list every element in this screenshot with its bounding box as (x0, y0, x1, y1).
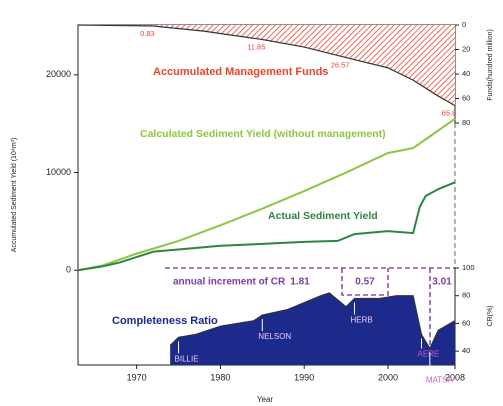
cr-title: Completeness Ratio (112, 315, 218, 327)
x-tick-label: 1970 (127, 372, 147, 382)
x-tick-label: 2008 (445, 372, 465, 382)
x-tick-label: 2000 (378, 372, 398, 382)
event-label: NELSON (258, 332, 291, 341)
area (170, 292, 455, 365)
y-tick-label: 20000 (46, 69, 71, 79)
series-line (77, 181, 456, 272)
cr-axis-label: CR(%) (487, 306, 494, 327)
x-axis-label: Year (257, 395, 274, 404)
event-label: BILLIE (175, 354, 199, 363)
series-line (77, 117, 456, 272)
y-axis-label: Accumulated Sediment Yield (10⁴m³) (11, 138, 18, 253)
event-label: MATSA (426, 375, 454, 384)
area-edge (169, 292, 456, 350)
right-tick-label: 100 (462, 263, 475, 272)
y-tick-label: 0 (66, 265, 71, 275)
increment-value: 1.81 (290, 277, 310, 288)
x-tick-label: 1990 (294, 372, 314, 382)
funds-axis-label: Funds(hundred million) (487, 29, 494, 101)
funds-title: Accumulated Management Funds (153, 66, 328, 78)
event-label: AERE (417, 350, 439, 359)
right-tick-label: 40 (462, 69, 470, 78)
right-tick-label: 0 (462, 20, 466, 29)
area-edge (77, 24, 456, 107)
actual-title: Actual Sediment Yield (268, 210, 378, 222)
value-label: 26.57 (331, 61, 350, 70)
calc-title: Calculated Sediment Yield (without manag… (140, 128, 386, 140)
right-tick-label: 80 (462, 118, 470, 127)
increment-box (341, 268, 389, 296)
increment-value: 3.01 (432, 277, 452, 288)
right-tick-label: 40 (462, 346, 470, 355)
right-tick-label: 80 (462, 291, 470, 300)
x-tick-label: 1980 (210, 372, 230, 382)
right-tick-label: 60 (462, 93, 470, 102)
event-label: HERB (350, 316, 372, 325)
area (78, 25, 455, 106)
y-tick-label: 10000 (46, 167, 71, 177)
increment-title: annual increment of CR (173, 277, 286, 288)
value-label: 0.83 (140, 29, 155, 38)
right-tick-label: 20 (462, 44, 470, 53)
increment-value: 0.57 (355, 277, 375, 288)
right-tick-label: 60 (462, 318, 470, 327)
value-label: 65.8 (442, 109, 457, 118)
value-label: 11.85 (247, 43, 265, 52)
